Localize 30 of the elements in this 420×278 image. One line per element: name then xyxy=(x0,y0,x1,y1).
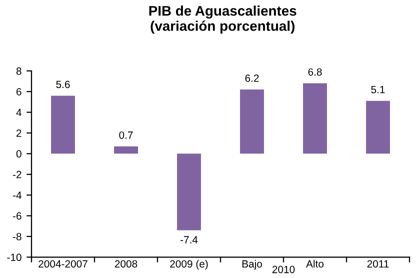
data-label: 6.8 xyxy=(308,68,322,76)
chart-title: PIB de Aguascalientes (variación porcentual) xyxy=(149,6,296,34)
y-tick-label: 0 xyxy=(16,150,22,158)
bar xyxy=(51,96,75,154)
data-label: 5.6 xyxy=(56,80,70,88)
x-tick-label: 2011 xyxy=(367,260,389,268)
x-tick-label: Alto xyxy=(306,260,324,268)
bar xyxy=(303,83,327,154)
bar xyxy=(177,154,201,230)
data-label: 5.1 xyxy=(371,86,385,94)
x-tick-label: 2009 (e) xyxy=(170,260,208,270)
y-tick-label: -2 xyxy=(12,170,22,178)
data-label: 0.7 xyxy=(119,131,133,139)
x-tick-label: Bajo xyxy=(242,260,262,270)
text: 2010 xyxy=(272,266,295,274)
y-tick-label: 8 xyxy=(16,67,22,75)
data-label: 6.2 xyxy=(245,74,259,82)
y-tick-label: 4 xyxy=(16,108,22,116)
bar xyxy=(240,90,264,154)
bar xyxy=(114,146,138,154)
bar xyxy=(366,100,390,154)
y-tick-label: 2 xyxy=(16,129,22,137)
y-tick-label: -6 xyxy=(12,212,22,220)
y-tick-label: -4 xyxy=(12,192,22,199)
data-label: -7.4 xyxy=(180,236,198,244)
y-tick-label: -8 xyxy=(12,232,22,240)
y-tick-label: 6 xyxy=(16,88,22,96)
x-tick-label: 2008 xyxy=(114,260,138,268)
x-tick-label: 2004-2007 xyxy=(38,260,88,268)
y-tick-label: -10 xyxy=(7,254,22,262)
